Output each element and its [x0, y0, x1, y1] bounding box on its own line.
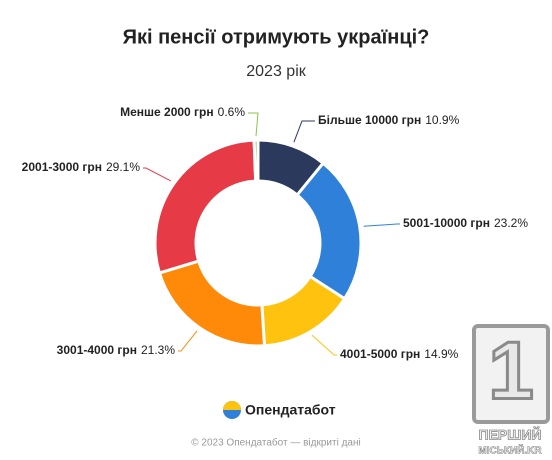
donut-segment — [252, 138, 260, 183]
segment-label: Більше 10000 грн 10.9% — [318, 113, 460, 127]
segment-label: 4001-5000 грн 14.9% — [340, 347, 459, 361]
leader-line — [363, 223, 400, 227]
brand-logo: Опендатабот — [223, 401, 336, 419]
segment-label: 5001-10000 грн 23.2% — [403, 216, 528, 230]
category-label: 2001-3000 грн — [22, 160, 102, 174]
segment-label: 2001-3000 грн 29.1% — [22, 160, 141, 174]
value-label: 21.3% — [141, 343, 175, 357]
value-label: 14.9% — [424, 347, 458, 361]
chart-subtitle: 2023 рік — [246, 63, 306, 80]
brand-name: Опендатабот — [245, 402, 336, 418]
leader-line — [178, 330, 198, 352]
donut-segment — [153, 138, 258, 275]
category-label: Більше 10000 грн — [318, 113, 421, 127]
category-label: Менше 2000 грн — [120, 105, 214, 119]
value-label: 29.1% — [106, 160, 140, 174]
value-label: 23.2% — [494, 216, 528, 230]
category-label: 3001-4000 грн — [57, 343, 137, 357]
segment-label: 3001-4000 грн 21.3% — [57, 343, 176, 357]
leader-line — [248, 112, 259, 137]
watermark: 1 ПЕРШИЙ МІСЬКИЙ.KR — [472, 324, 550, 457]
chart-title: Які пенсії отримують українці? — [123, 26, 430, 48]
leader-line — [143, 167, 172, 182]
logo-icon-top — [223, 401, 241, 410]
leader-line — [311, 334, 337, 356]
watermark-line2: МІСЬКИЙ.KR — [478, 444, 542, 457]
value-label: 10.9% — [425, 113, 459, 127]
watermark-box — [472, 324, 550, 424]
watermark-line1: ПЕРШИЙ — [479, 426, 542, 443]
category-label: 4001-5000 грн — [340, 347, 420, 361]
segment-label: Менше 2000 грн 0.6% — [120, 105, 245, 119]
watermark-number: 1 — [488, 326, 534, 417]
footer: © 2023 Опендатабот — відкриті дані — [191, 437, 360, 449]
category-label: 5001-10000 грн — [403, 216, 490, 230]
leader-line — [293, 120, 315, 143]
value-label: 0.6% — [218, 105, 246, 119]
